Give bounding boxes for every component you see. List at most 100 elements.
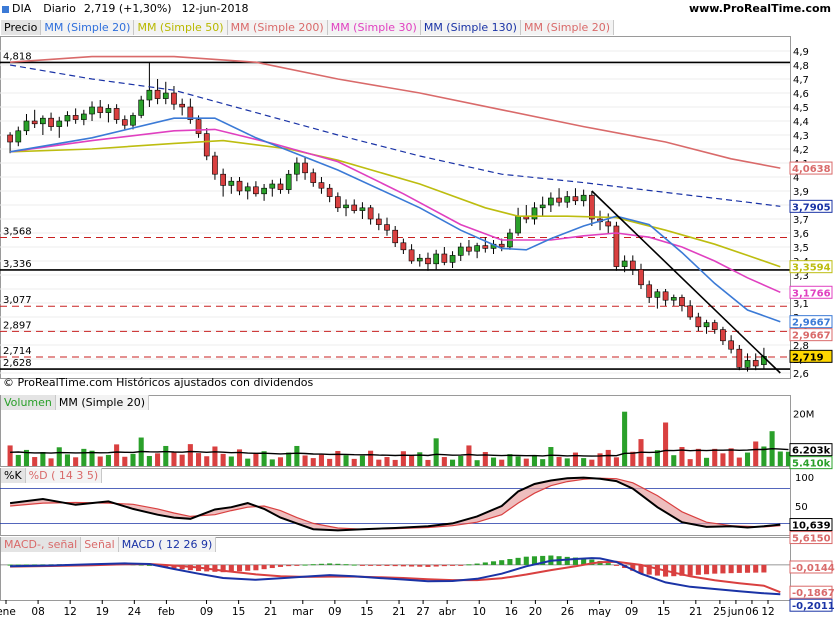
price-legend-item[interactable]: MM (Simple 20) [520, 20, 615, 35]
value-tag [789, 199, 833, 213]
price-series[interactable] [7, 62, 767, 372]
x-tick-label: 06 [745, 606, 759, 618]
candle [15, 130, 22, 143]
x-tick-label: 09 [200, 606, 213, 618]
volume-bar [630, 451, 636, 466]
candle [728, 340, 734, 350]
price-legend-item[interactable]: MM (Simple 130) [420, 20, 521, 35]
macd-hist-bar [400, 564, 406, 567]
macd-hist-bar [458, 564, 464, 566]
x-tick-label: feb [158, 606, 175, 618]
macd-hist-bar [392, 564, 398, 567]
period-label: Diario [43, 2, 76, 15]
volume-bar [122, 456, 128, 466]
value-tag [789, 456, 833, 470]
volume-bar [212, 446, 218, 466]
volume-bar [253, 453, 259, 466]
stochastic-series[interactable] [0, 476, 790, 532]
volume-bar [704, 457, 710, 466]
site-label[interactable]: www.ProRealTime.com [688, 2, 831, 15]
y-tick-label: 4,3 [793, 131, 809, 142]
volume-bar [409, 455, 415, 466]
volume-bar [556, 457, 562, 466]
value-tag-label: -0,0144 [792, 563, 835, 574]
volume-bar [507, 454, 513, 466]
volume-bar [499, 459, 505, 466]
candle [711, 322, 718, 330]
candle [621, 260, 628, 267]
x-tick-label: 09 [328, 606, 341, 618]
candle [425, 257, 431, 265]
candle [457, 246, 464, 256]
candle [580, 194, 587, 202]
stoch-legend-item[interactable]: %D ( 14 3 5) [25, 468, 103, 483]
value-tag-label: 3,3594 [792, 263, 831, 274]
value-tag-label: 5,6150 [792, 534, 831, 545]
macd-hist-bar [605, 563, 611, 565]
candle [752, 360, 759, 367]
candle [392, 229, 399, 244]
candle [326, 187, 333, 197]
candle [261, 187, 267, 195]
stoch-legend-item[interactable]: %K [1, 468, 26, 483]
level-label: 2,628 [3, 358, 32, 369]
candle [40, 117, 46, 125]
candle [359, 207, 366, 211]
value-tag [789, 531, 833, 545]
macd-hist-bar [581, 558, 587, 565]
candle [433, 253, 440, 265]
x-tick-label: 27 [416, 606, 429, 618]
macd-hist-bar [499, 560, 505, 565]
macd-hist-bar [261, 564, 267, 570]
y-tick-label: 4,2 [793, 145, 809, 156]
volume-legend-item[interactable]: Volumen [1, 395, 56, 410]
candle [629, 260, 636, 270]
value-tag-label: 3,1766 [792, 288, 831, 299]
x-tick-label: 21 [264, 606, 277, 618]
candle [646, 284, 653, 298]
volume-bar [466, 445, 472, 466]
macd-hist-bar [433, 564, 439, 567]
macd-series[interactable] [0, 555, 790, 596]
candle [89, 106, 95, 115]
candle [121, 119, 128, 126]
price-legend-item[interactable]: MM (Simple 30) [327, 20, 421, 35]
volume-bar [433, 438, 439, 466]
macd-legend-item[interactable]: MACD ( 12 26 9) [118, 537, 217, 552]
candle [162, 92, 169, 99]
axes: 4,94,84,74,64,54,44,34,24,143,93,83,73,6… [0, 47, 814, 618]
macd-hist-bar [712, 564, 718, 574]
gridlines [0, 50, 790, 374]
macd-hist-bar [335, 563, 341, 565]
price-legend-item[interactable]: MM (Simple 50) [134, 20, 228, 35]
price-legend-item[interactable]: MM (Simple 20) [41, 20, 135, 35]
candle [515, 215, 521, 234]
y-tick-label: 3,9 [793, 187, 809, 198]
volume-bar [425, 459, 431, 466]
macd-legend-item[interactable]: Señal [81, 537, 119, 552]
macd-legend-item[interactable]: MACD-, señal [1, 537, 82, 552]
price-legend-item[interactable]: Precio [1, 20, 42, 35]
volume-bar [687, 459, 693, 466]
volume-bar [679, 447, 685, 466]
macd-hist-bar [589, 559, 595, 565]
volume-bar [359, 455, 365, 466]
price-legend-item[interactable]: MM (Simple 200) [227, 20, 328, 35]
candle [695, 316, 702, 328]
trend-line [591, 190, 781, 374]
macd-hist-bar [302, 564, 308, 566]
macd-hist-bar [572, 557, 578, 565]
candle [179, 103, 186, 108]
macd-hist-bar [7, 564, 13, 566]
volume-bar [400, 451, 406, 466]
volume-series[interactable] [7, 411, 792, 466]
candle [212, 155, 218, 175]
volume-bar [663, 422, 669, 466]
volume-legend-item[interactable]: MM (Simple 20) [55, 395, 150, 410]
value-tag [789, 443, 833, 457]
level-label: 3,077 [3, 295, 32, 306]
x-tick-label: mar [292, 606, 314, 618]
moving-averages[interactable] [9, 55, 781, 374]
x-tick-label: 19 [96, 606, 109, 618]
